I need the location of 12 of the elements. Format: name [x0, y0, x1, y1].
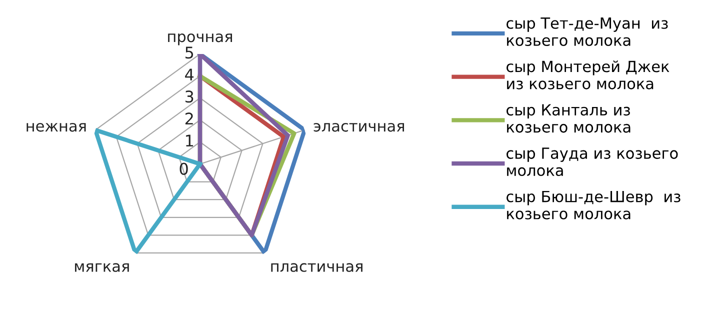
spoke-label: пластичная — [271, 263, 362, 272]
y-tick-label: 1 — [186, 134, 193, 146]
spoke-label: нежная — [26, 122, 86, 132]
y-tick-label: 2 — [185, 112, 193, 124]
y-tick-label: 5 — [186, 46, 194, 59]
spoke-label: прочная — [168, 33, 232, 46]
spoke-label: эластичная — [314, 122, 404, 132]
spoke-label: мягкая — [75, 263, 129, 272]
y-tick-label: 4 — [185, 68, 194, 80]
legend-label: сыр Бюш-де-Шевр из козьего молока — [506, 190, 680, 220]
y-tick-label: 3 — [186, 90, 194, 103]
y-tick-label: 0 — [180, 162, 188, 175]
